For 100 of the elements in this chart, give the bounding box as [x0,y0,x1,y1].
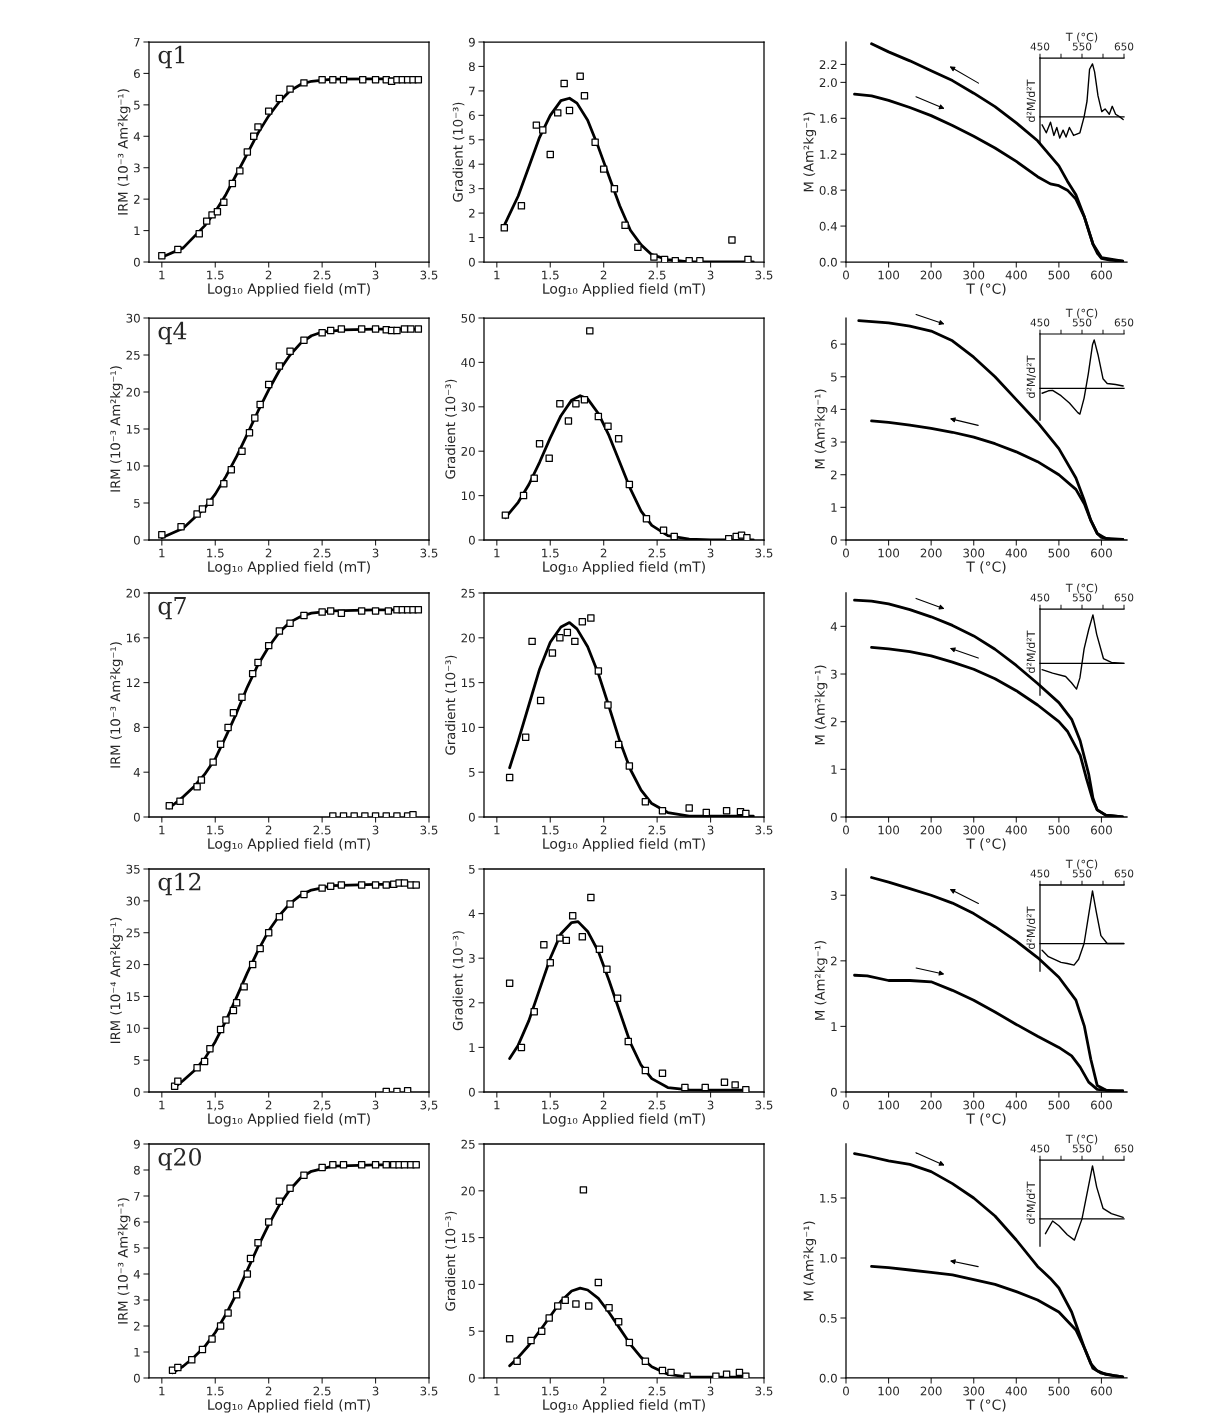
y-tick-label: 0 [133,1087,140,1097]
x-axis-title: T (°C) [966,838,1006,851]
x-tick-label: 2 [600,825,607,835]
x-tick-label: 450 [1030,869,1050,878]
y-tick-label: 25 [461,588,475,598]
x-tick-label: 500 [1048,825,1070,835]
x-tick-label: 3.5 [420,270,438,280]
x-axis-title: Log₁₀ Applied field (mT) [543,838,705,852]
x-tick-label: 400 [1005,825,1027,835]
x-tick-label: 1.5 [542,270,559,280]
x-tick-label: 1 [159,270,165,280]
y-tick-label: 7 [134,37,140,47]
y-tick-label: 5 [134,498,140,508]
y-tick-label: 0 [830,1087,837,1097]
y-tick-label: 2 [469,208,475,218]
y-axis-title: M (Am²kg⁻¹) [803,112,817,192]
x-tick-label: 2 [600,1100,607,1110]
y-tick-label: 5 [469,768,475,777]
y-tick-label: 25 [126,350,140,360]
x-tick-label: 2.5 [313,1386,331,1396]
y-axis-title: M (Am²kg⁻¹) [814,665,828,745]
y-axis-title: Gradient (10⁻³) [445,379,457,479]
y-tick-label: 4 [133,1269,140,1279]
y-tick-label: 5 [469,135,475,145]
y-tick-label: 12 [126,678,140,688]
y-tick-label: 7 [134,1191,140,1201]
x-axis-title: T (°C) [1065,308,1098,319]
x-tick-label: 2.5 [313,270,331,280]
x-tick-label: 400 [1005,548,1027,558]
x-tick-label: 2.5 [648,825,666,835]
x-tick-label: 450 [1030,1144,1050,1153]
x-tick-label: 500 [1048,548,1070,558]
y-tick-label: 15 [461,678,475,688]
y-tick-label: 8 [468,62,475,72]
y-axis-title: IRM (10⁻³ Am²kg⁻¹) [110,366,123,492]
x-tick-label: 3 [707,1100,714,1110]
x-tick-label: 550 [1072,593,1092,602]
x-tick-label: 300 [963,270,985,280]
x-tick-label: 300 [963,1100,985,1110]
x-tick-label: 100 [878,1100,900,1110]
x-tick-label: 300 [963,548,985,558]
x-axis-title: T (°C) [1065,859,1098,870]
x-tick-label: 3 [372,270,379,280]
x-axis-title: T (°C) [966,1113,1006,1126]
y-tick-label: 0 [468,257,475,267]
x-tick-label: 200 [920,1386,942,1396]
x-tick-label: 100 [878,270,900,280]
y-tick-label: 8 [133,723,140,733]
y-tick-label: 5 [469,1327,475,1336]
y-tick-label: 5 [134,1056,140,1065]
y-axis-title: Gradient (10⁻³) [452,102,465,202]
x-tick-label: 2.5 [648,1386,666,1396]
x-tick-label: 1.5 [542,1386,559,1396]
x-tick-label: 0 [843,825,849,835]
x-axis-title: Log₁₀ Applied field (mT) [543,283,705,297]
y-tick-label: 0 [830,812,837,822]
x-tick-label: 450 [1030,593,1050,602]
x-tick-label: 600 [1091,270,1112,280]
x-tick-label: 2 [600,1386,607,1396]
x-tick-label: 2.5 [648,1100,666,1110]
y-axis-title: d²M/d²T [1026,79,1036,122]
y-tick-label: 0.8 [819,185,837,195]
x-tick-label: 400 [1005,270,1027,280]
y-tick-label: 10 [461,1280,475,1290]
y-tick-label: 1 [831,765,837,774]
y-tick-label: 1.6 [820,114,837,123]
x-tick-label: 2,5 [313,1100,331,1111]
x-tick-label: 3 [707,548,714,558]
y-tick-label: 30 [461,402,475,412]
y-tick-label: 20 [126,960,140,970]
y-tick-label: 1.2 [820,149,837,159]
x-tick-label: 2 [265,1386,272,1396]
y-tick-label: 6 [133,1217,140,1227]
x-tick-label: 1.5 [207,825,224,835]
x-tick-label: 2 [600,548,607,558]
y-axis-title: IRM (10⁻³ Am²kg⁻¹) [117,1198,131,1324]
y-axis-title: IRM (10⁻³ Am²kg⁻¹) [117,89,131,215]
y-tick-label: 0 [468,535,475,545]
x-tick-label: 1.5 [542,825,559,835]
x-tick-label: 450 [1030,318,1050,327]
x-tick-label: 1.5 [207,1386,224,1396]
chart-title: q4 [158,321,187,345]
x-tick-label: 600 [1091,1100,1112,1110]
x-tick-label: 3 [372,1100,379,1110]
y-axis-title: M (Am²kg⁻¹) [814,389,828,469]
x-tick-label: 1.5 [542,548,559,558]
x-tick-label: 3.5 [755,1386,773,1396]
x-tick-label: 550 [1072,318,1092,327]
x-tick-label: 1.5 [542,1100,559,1110]
y-tick-label: 0.0 [819,257,837,267]
y-tick-label: 0 [133,1373,140,1383]
y-tick-label: 4 [133,132,140,141]
y-tick-label: 10 [461,723,475,733]
x-tick-label: 400 [1005,1100,1027,1110]
x-tick-label: 1 [494,1100,500,1110]
x-axis-title: T (°C) [1065,32,1098,43]
x-tick-label: 550 [1072,42,1092,51]
x-tick-label: 200 [920,548,942,558]
y-tick-label: 30 [126,313,140,323]
x-axis-title: Log₁₀ Applied field (mT) [543,1399,705,1413]
